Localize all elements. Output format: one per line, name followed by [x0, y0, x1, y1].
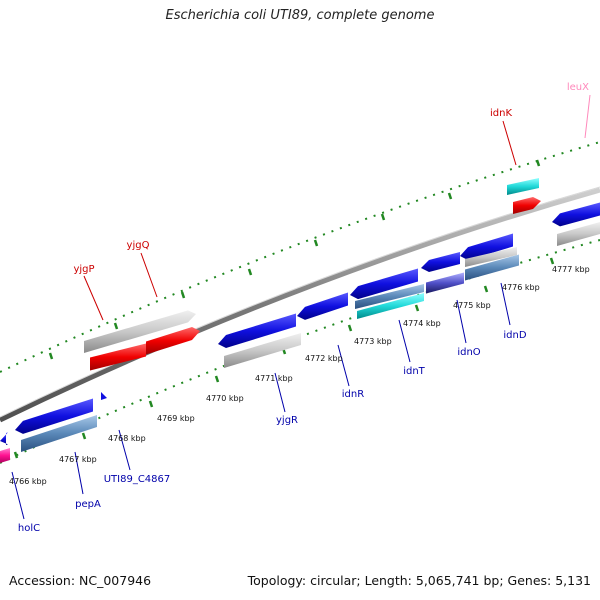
leader-line-yjgQ [140, 252, 158, 298]
gene-features [0, 178, 600, 463]
genome-summary-text: Topology: circular; Length: 5,065,741 bp… [247, 573, 591, 588]
leader-line-UTI89_C4867 [118, 429, 131, 471]
accession-text: Accession: NC_007946 [9, 573, 152, 588]
label-leaders [11, 94, 591, 520]
gene-holC-blue [0, 432, 8, 445]
kbp-label: 4775 kbp [453, 301, 491, 310]
leader-line-leuX [584, 94, 591, 139]
kbp-label: 4773 kbp [354, 337, 392, 346]
gene-idnO-purple [426, 272, 464, 294]
gene-idnT-cyan [357, 293, 424, 319]
gene-idnO [421, 252, 460, 272]
leader-line-idnK [502, 120, 517, 166]
gene-idnT-steel [355, 284, 424, 309]
leader-line-idnO [456, 299, 467, 344]
gene-leuX-region [552, 202, 600, 227]
kbp-label: 4768 kbp [108, 434, 146, 443]
leader-line-holC [11, 471, 25, 520]
kbp-label: 4776 kbp [502, 283, 540, 292]
gene-idnD-steel [465, 254, 519, 281]
kbp-label: 4774 kbp [403, 319, 441, 328]
gene-idnD [460, 233, 513, 261]
kbp-label: 4770 kbp [206, 394, 244, 403]
gene-pepA [15, 398, 93, 434]
leader-line-idnT [398, 319, 411, 363]
gene-label-holC[interactable]: holC [18, 523, 40, 534]
gene-label-idnO[interactable]: idnO [457, 347, 480, 358]
gene-yjgQ [146, 327, 200, 355]
genome-backbone-highlight [0, 186, 600, 418]
kbp-label: 4771 kbp [255, 374, 293, 383]
kbp-label: 4777 kbp [552, 265, 590, 274]
genome-backbone [0, 187, 600, 423]
kbp-label: 4769 kbp [157, 414, 195, 423]
gene-idnD-gray [465, 247, 517, 267]
gene-yjgR-shadow [224, 333, 301, 368]
kbp-label: 4766 kbp [9, 477, 47, 486]
gene-label-idnK[interactable]: idnK [490, 108, 512, 119]
leader-line-idnR [337, 344, 350, 387]
gene-label-yjgQ[interactable]: yjgQ [127, 240, 150, 251]
gene-label-layer: leuX idnK yjgQ yjgP holC pepA UTI89_C4867 yjgR i… [18, 82, 589, 534]
gene-idnT [350, 268, 418, 300]
gene-label-pepA[interactable]: pepA [75, 499, 101, 510]
gene-pepA-shadow [21, 415, 97, 452]
map-title: Escherichia coli UTI89, complete genome [165, 8, 435, 23]
kbp-label: 4772 kbp [305, 354, 343, 363]
leader-line-yjgP [83, 275, 104, 321]
gene-UTI89_C4867 [101, 392, 107, 400]
gene-label-yjgP[interactable]: yjgP [73, 264, 94, 275]
major-ticks [13, 159, 555, 459]
gene-yjgR [218, 313, 296, 349]
gene-label-idnT[interactable]: idnT [403, 366, 425, 377]
gene-idnK [513, 197, 541, 214]
gene-label-yjgR[interactable]: yjgR [276, 415, 298, 426]
gene-yjgP [90, 343, 146, 371]
leader-line-pepA [74, 451, 84, 495]
gene-label-idnD[interactable]: idnD [503, 330, 526, 341]
gene-idnK-cyan [507, 178, 539, 195]
gene-label-idnR[interactable]: idnR [342, 389, 364, 400]
gene-label-leuX[interactable]: leuX [567, 82, 589, 93]
kbp-label: 4767 kbp [59, 455, 97, 464]
gene-holC [0, 448, 10, 463]
gene-label-UTI89_C4867[interactable]: UTI89_C4867 [104, 474, 171, 485]
kbp-labels: 4766 kbp 4767 kbp 4768 kbp 4769 kbp 4770 kbp… [9, 265, 590, 486]
leader-line-idnD [500, 282, 511, 326]
gene-idnR [297, 292, 348, 320]
leader-line-yjgR [274, 372, 286, 413]
gene-yjgPQ-shadow [84, 310, 196, 353]
gene-leuX-gray [557, 222, 600, 246]
